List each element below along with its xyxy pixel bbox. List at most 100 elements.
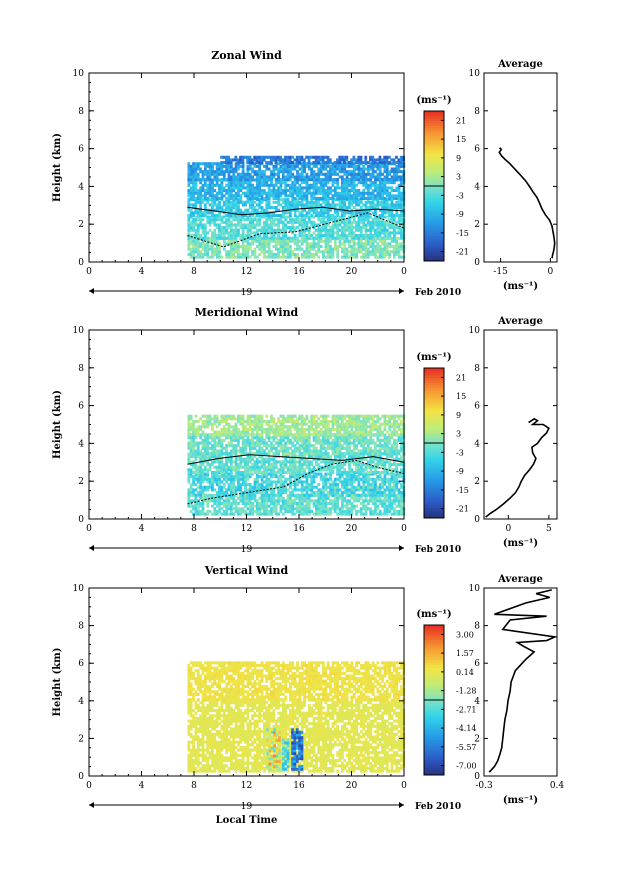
colorbar-swatch (424, 692, 444, 696)
x-axis-label: Local Time (216, 815, 278, 826)
x-tick-label: 0 (401, 524, 407, 534)
x-tick-label: 20 (346, 524, 358, 534)
colorbar-swatch (424, 670, 444, 673)
x-tick-label: 12 (241, 267, 252, 277)
date-axis-arrow-right (399, 288, 404, 294)
colorbar-swatch (424, 483, 444, 486)
colorbar-swatch (424, 400, 444, 404)
profile-y-tick-label: 10 (469, 69, 481, 79)
colorbar-swatch (424, 113, 444, 117)
colorbar-swatch (424, 418, 444, 421)
x-tick-label: 4 (139, 781, 145, 791)
x-tick-label: 0 (401, 781, 407, 791)
profile-frame (483, 329, 558, 520)
colorbar-swatch (424, 770, 444, 773)
colorbar-swatch (424, 176, 444, 179)
colorbar-swatch (424, 740, 444, 743)
x-tick-label: 0 (86, 781, 92, 791)
colorbar-tick-label: 9 (456, 411, 461, 420)
date-month-label: Feb 2010 (415, 288, 461, 298)
y-tick-label: 0 (78, 772, 84, 782)
colorbar-swatch (424, 662, 444, 666)
profile-y-tick-label: 8 (474, 107, 480, 117)
colorbar-tick-label: 21 (456, 373, 466, 382)
colorbar-tick-label: -3 (456, 191, 464, 200)
colorbar-swatch (424, 675, 444, 678)
colorbar-swatch (424, 498, 444, 501)
colorbar-swatch (424, 463, 444, 466)
colorbar-swatch (424, 166, 444, 169)
colorbar-unit: (ms⁻¹) (416, 95, 451, 106)
colorbar-swatch (424, 398, 444, 401)
colorbar-swatch (424, 128, 444, 132)
colorbar-tick-label: -5.57 (456, 743, 477, 752)
colorbar-swatch (424, 710, 444, 713)
colorbar-swatch (424, 640, 444, 643)
x-tick-label: 16 (293, 524, 305, 534)
y-axis-label: Height (km) (52, 133, 63, 202)
date-axis-arrow-left (89, 802, 94, 808)
colorbar-swatch (424, 163, 444, 167)
y-tick-label: 4 (78, 439, 84, 449)
colorbar-swatch (424, 755, 444, 758)
colorbar-swatch (424, 752, 444, 756)
colorbar-swatch (424, 665, 444, 668)
colorbar-swatch (424, 450, 444, 454)
profile-title: Average (497, 316, 543, 327)
colorbar-swatch (424, 238, 444, 242)
colorbar-swatch (424, 243, 444, 247)
colorbar-swatch (424, 645, 444, 648)
colorbar-swatch (424, 211, 444, 214)
colorbar-swatch (424, 473, 444, 476)
colorbar-tick-label: 3 (456, 173, 461, 182)
date-month-label: Feb 2010 (415, 802, 461, 812)
y-tick-label: 8 (78, 364, 84, 374)
colorbar-tick-label: 15 (456, 135, 466, 144)
colorbar-swatch (424, 158, 444, 162)
colorbar-swatch (424, 513, 444, 516)
colorbar-swatch (424, 201, 444, 204)
x-tick-label: 20 (346, 781, 358, 791)
profile-y-tick-label: 6 (474, 145, 480, 155)
y-tick-label: 0 (78, 258, 84, 268)
colorbar-swatch (424, 216, 444, 219)
colorbar-swatch (424, 196, 444, 199)
colorbar-swatch (424, 390, 444, 394)
colorbar-swatch (424, 677, 444, 681)
date-axis-arrow-right (399, 545, 404, 551)
colorbar-tick-label: -9 (456, 210, 464, 219)
colorbar-swatch (424, 505, 444, 509)
colorbar-swatch (424, 767, 444, 771)
colorbar-swatch (424, 707, 444, 711)
colorbar-swatch (424, 765, 444, 768)
profile-frame (483, 587, 558, 777)
colorbar-swatch (424, 208, 444, 212)
colorbar-swatch (424, 732, 444, 736)
colorbar-tick-label: 3.00 (456, 630, 474, 639)
colorbar-swatch (424, 637, 444, 641)
colorbar-swatch (424, 475, 444, 479)
colorbar-swatch (424, 146, 444, 149)
colorbar-swatch (424, 203, 444, 207)
x-tick-label: 16 (293, 267, 305, 277)
colorbar-swatch (424, 136, 444, 139)
colorbar-swatch (424, 445, 444, 449)
colorbar-tick-label: -15 (456, 229, 469, 238)
colorbar-swatch (424, 423, 444, 426)
y-tick-label: 8 (78, 107, 84, 117)
y-tick-label: 2 (78, 734, 84, 744)
y-tick-label: 4 (78, 697, 84, 707)
profile-y-tick-label: 10 (469, 584, 481, 594)
profile-line (498, 147, 556, 259)
colorbar-swatch (424, 223, 444, 227)
colorbar-tick-label: -4.14 (456, 724, 477, 733)
colorbar-tick-label: 3 (456, 430, 461, 439)
colorbar-swatch (424, 161, 444, 164)
colorbar-swatch (424, 625, 444, 628)
contour-line (187, 212, 405, 248)
profile-x-tick-label: -15 (493, 267, 508, 277)
colorbar-swatch (424, 405, 444, 409)
colorbar-swatch (424, 700, 444, 703)
